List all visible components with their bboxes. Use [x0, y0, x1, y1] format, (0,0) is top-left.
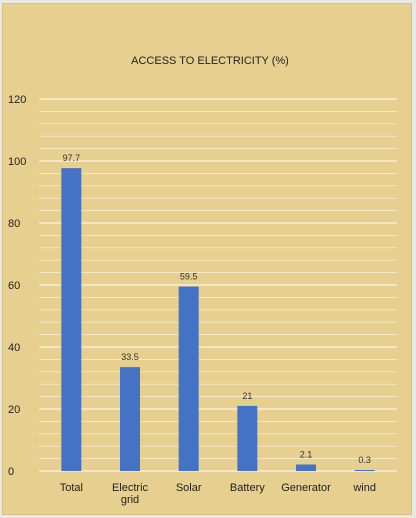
bar [354, 470, 375, 471]
category-label: grid [121, 494, 139, 506]
bar [178, 286, 199, 471]
category-label: Total [60, 482, 83, 494]
grid-lines [39, 98, 397, 472]
y-tick-label: 20 [8, 404, 20, 416]
data-label: 59.5 [180, 272, 198, 282]
data-label: 2.1 [300, 449, 313, 459]
chart-panel: ACCESS TO ELECTRICITY (%) 0 20 40 60 80 100 12… [2, 3, 412, 515]
data-label: 21 [242, 391, 252, 401]
bar [296, 464, 316, 471]
data-labels: 97.7 33.5 59.5 21 2.1 0.3 [63, 153, 371, 465]
y-tick-label: 120 [8, 94, 26, 106]
category-label: Electric [112, 482, 149, 494]
y-axis-ticks: 0 20 40 60 80 100 120 [8, 94, 26, 478]
category-label: Generator [281, 482, 331, 494]
data-label: 97.7 [63, 153, 81, 163]
bars [61, 168, 375, 471]
data-label: 0.3 [358, 455, 371, 465]
bar [61, 168, 82, 471]
y-tick-label: 100 [8, 156, 26, 168]
category-label: Battery [230, 482, 265, 494]
bar [237, 405, 258, 471]
y-tick-label: 60 [8, 280, 20, 292]
y-tick-label: 80 [8, 218, 20, 230]
data-label: 33.5 [121, 352, 139, 362]
bar [120, 367, 140, 471]
bar-chart: ACCESS TO ELECTRICITY (%) 0 20 40 60 80 100 12… [8, 55, 397, 506]
category-label: Solar [176, 482, 202, 494]
chart-title: ACCESS TO ELECTRICITY (%) [131, 55, 289, 67]
y-tick-label: 40 [8, 342, 20, 354]
category-label: wind [352, 482, 376, 494]
y-tick-label: 0 [8, 466, 14, 478]
